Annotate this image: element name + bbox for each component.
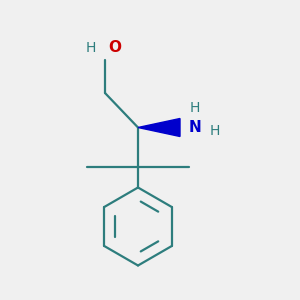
Polygon shape <box>138 118 180 136</box>
Text: O: O <box>108 40 121 56</box>
Text: H: H <box>190 101 200 115</box>
Text: H: H <box>209 124 220 137</box>
Text: N: N <box>189 120 201 135</box>
Text: H: H <box>85 41 96 55</box>
